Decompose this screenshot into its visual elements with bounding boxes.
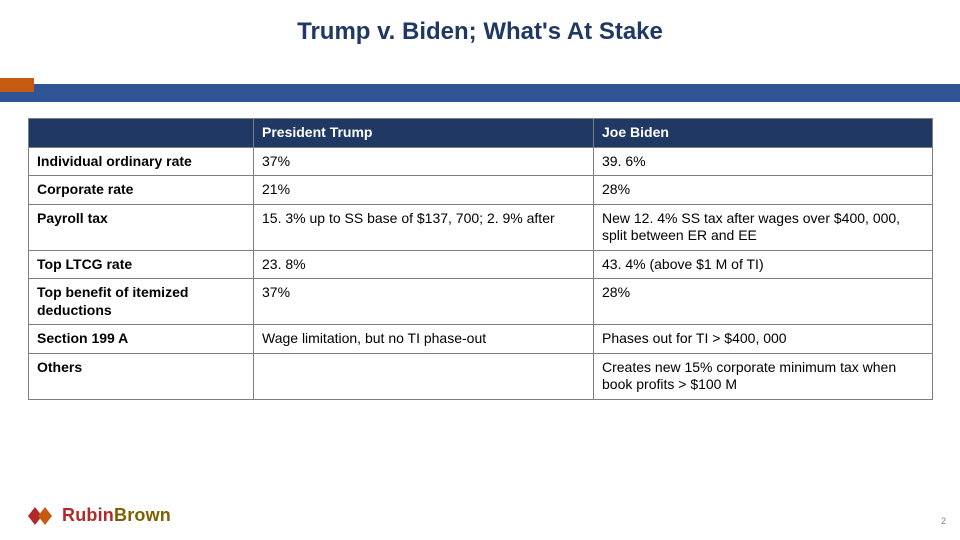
cell-biden: 39. 6% xyxy=(594,147,933,176)
table-row: Top benefit of itemized deductions 37% 2… xyxy=(29,279,933,325)
table-row: Section 199 A Wage limitation, but no TI… xyxy=(29,325,933,354)
cell-trump: 37% xyxy=(254,279,594,325)
table-header-trump: President Trump xyxy=(254,119,594,148)
cell-trump: 15. 3% up to SS base of $137, 700; 2. 9%… xyxy=(254,204,594,250)
footer-logo: RubinBrown xyxy=(28,505,171,526)
cell-trump: 23. 8% xyxy=(254,250,594,279)
cell-trump: 37% xyxy=(254,147,594,176)
slide-title: Trump v. Biden; What's At Stake xyxy=(0,0,960,46)
cell-trump: Wage limitation, but no TI phase-out xyxy=(254,325,594,354)
comparison-table: President Trump Joe Biden Individual ord… xyxy=(28,118,933,400)
cell-biden: New 12. 4% SS tax after wages over $400,… xyxy=(594,204,933,250)
cell-biden: 28% xyxy=(594,279,933,325)
table-row: Payroll tax 15. 3% up to SS base of $137… xyxy=(29,204,933,250)
table-header-blank xyxy=(29,119,254,148)
cell-trump: 21% xyxy=(254,176,594,205)
logo-text: RubinBrown xyxy=(62,505,171,526)
row-label: Section 199 A xyxy=(29,325,254,354)
table-row: Corporate rate 21% 28% xyxy=(29,176,933,205)
cell-biden: 43. 4% (above $1 M of TI) xyxy=(594,250,933,279)
table-row: Others Creates new 15% corporate minimum… xyxy=(29,353,933,399)
row-label: Top LTCG rate xyxy=(29,250,254,279)
cell-trump xyxy=(254,353,594,399)
logo-text-rubin: Rubin xyxy=(62,505,114,525)
row-label: Individual ordinary rate xyxy=(29,147,254,176)
accent-block xyxy=(0,78,34,92)
cell-biden: Phases out for TI > $400, 000 xyxy=(594,325,933,354)
slide: Trump v. Biden; What's At Stake Presiden… xyxy=(0,0,960,540)
table-header-row: President Trump Joe Biden xyxy=(29,119,933,148)
logo-diamond-icon xyxy=(28,507,56,525)
logo-text-brown: Brown xyxy=(114,505,171,525)
table-header-biden: Joe Biden xyxy=(594,119,933,148)
row-label: Others xyxy=(29,353,254,399)
row-label: Top benefit of itemized deductions xyxy=(29,279,254,325)
comparison-table-wrap: President Trump Joe Biden Individual ord… xyxy=(28,118,932,400)
horizontal-bar xyxy=(0,84,960,102)
cell-biden: 28% xyxy=(594,176,933,205)
table-row: Top LTCG rate 23. 8% 43. 4% (above $1 M … xyxy=(29,250,933,279)
page-number: 2 xyxy=(941,516,946,526)
cell-biden: Creates new 15% corporate minimum tax wh… xyxy=(594,353,933,399)
row-label: Corporate rate xyxy=(29,176,254,205)
table-row: Individual ordinary rate 37% 39. 6% xyxy=(29,147,933,176)
row-label: Payroll tax xyxy=(29,204,254,250)
